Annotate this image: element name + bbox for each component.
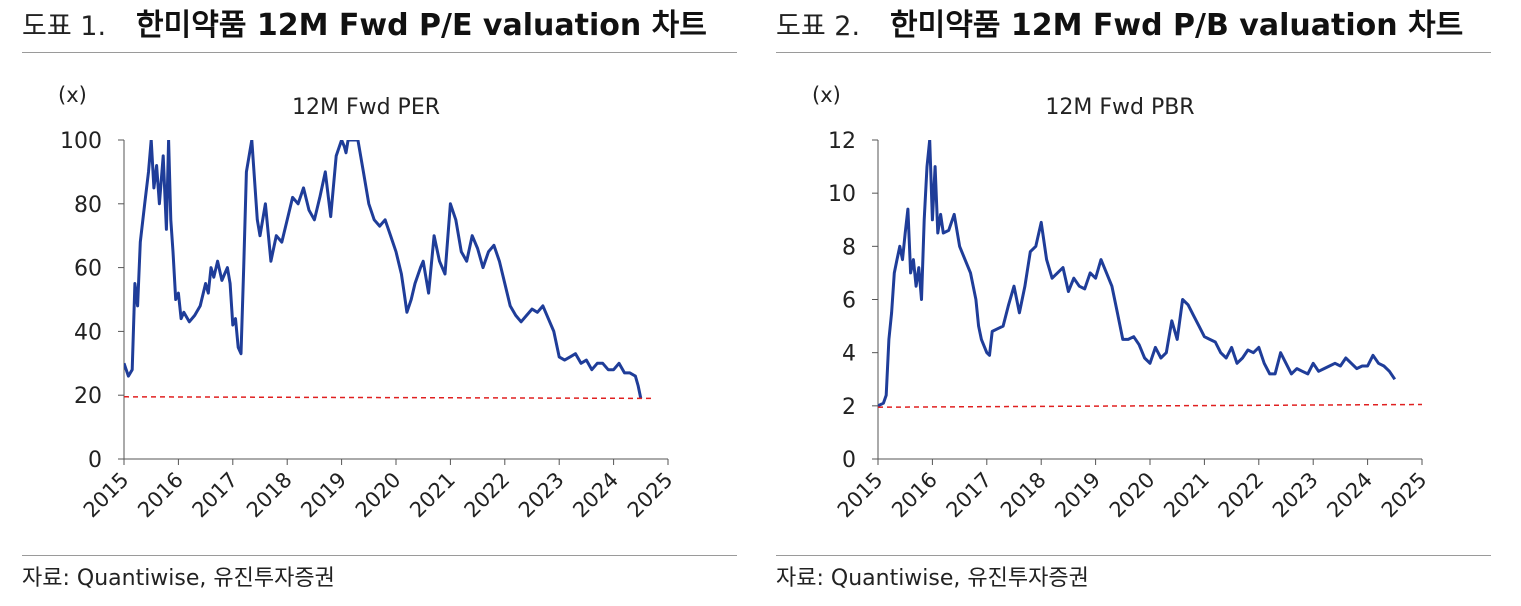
y-tick-label: 4 <box>842 342 856 367</box>
figure-title-text: 한미약품 12M Fwd P/B valuation 차트 <box>890 8 1464 43</box>
x-tick-label: 2018 <box>242 468 297 523</box>
figure-panel-pbr: 도표 2. 한미약품 12M Fwd P/B valuation 차트 12M F… <box>776 0 1521 606</box>
unit-label: (x) <box>58 83 87 107</box>
y-tick-label: 20 <box>74 384 102 409</box>
x-tick-label: 2020 <box>351 468 406 523</box>
x-tick-label: 2024 <box>568 468 623 523</box>
y-tick-label: 0 <box>88 448 102 473</box>
x-tick-label: 2019 <box>296 468 351 523</box>
x-tick-label: 2019 <box>1050 468 1105 523</box>
y-tick-label: 60 <box>74 257 102 282</box>
figure-number: 도표 1. <box>22 11 107 42</box>
y-tick-label: 2 <box>842 395 856 420</box>
x-tick-label: 2025 <box>623 468 678 523</box>
x-tick-label: 2016 <box>133 468 188 523</box>
figure-title: 도표 1. 한미약품 12M Fwd P/E valuation 차트 <box>22 4 707 48</box>
figure-title-text: 한미약품 12M Fwd P/E valuation 차트 <box>136 8 707 43</box>
unit-label: (x) <box>812 83 841 107</box>
reference-line <box>123 396 655 400</box>
chart-title: 12M Fwd PER <box>292 95 440 120</box>
y-tick-label: 0 <box>842 448 856 473</box>
title-divider <box>22 52 737 53</box>
x-tick-label: 2022 <box>1214 468 1269 523</box>
y-tick-label: 40 <box>74 320 102 345</box>
x-tick-label: 2018 <box>996 468 1051 523</box>
x-tick-label: 2015 <box>833 468 888 523</box>
figure-title: 도표 2. 한미약품 12M Fwd P/B valuation 차트 <box>776 4 1463 48</box>
y-tick-label: 80 <box>74 193 102 218</box>
x-tick-label: 2016 <box>887 468 942 523</box>
x-tick-label: 2025 <box>1377 468 1432 523</box>
figure-panel-per: 도표 1. 한미약품 12M Fwd P/E valuation 차트 12M F… <box>22 0 767 606</box>
x-tick-label: 2023 <box>1268 468 1323 523</box>
source-divider <box>22 555 737 556</box>
x-tick-label: 2020 <box>1105 468 1160 523</box>
chart-title: 12M Fwd PBR <box>1045 95 1194 120</box>
x-tick-label: 2024 <box>1322 468 1377 523</box>
x-tick-label: 2017 <box>942 468 997 523</box>
y-tick-label: 8 <box>842 235 856 260</box>
x-tick-label: 2021 <box>405 468 460 523</box>
source-note: 자료: Quantiwise, 유진투자증권 <box>776 566 1089 591</box>
y-tick-label: 10 <box>828 182 856 207</box>
source-note: 자료: Quantiwise, 유진투자증권 <box>22 566 335 591</box>
x-tick-label: 2017 <box>188 468 243 523</box>
reference-line <box>877 403 1423 408</box>
source-divider <box>776 555 1491 556</box>
x-tick-label: 2021 <box>1159 468 1214 523</box>
title-divider <box>776 52 1491 53</box>
y-tick-label: 6 <box>842 289 856 314</box>
x-tick-label: 2022 <box>460 468 515 523</box>
y-tick-label: 100 <box>60 129 102 154</box>
x-tick-label: 2023 <box>514 468 569 523</box>
y-tick-label: 12 <box>828 129 856 154</box>
x-tick-label: 2015 <box>79 468 134 523</box>
series-line <box>124 140 643 399</box>
figure-number: 도표 2. <box>776 11 861 42</box>
series-line <box>878 140 1397 408</box>
